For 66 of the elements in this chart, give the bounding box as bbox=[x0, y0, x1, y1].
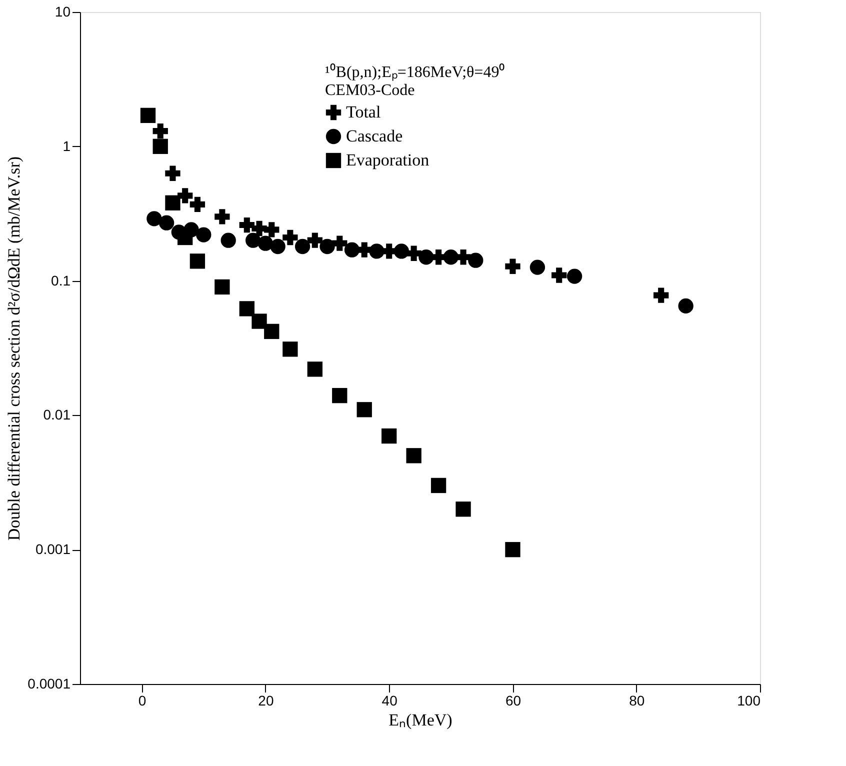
x-tick-label: 20 bbox=[258, 692, 274, 708]
x-axis-title: Eₙ(MeV) bbox=[388, 710, 452, 730]
point bbox=[190, 196, 206, 212]
point bbox=[158, 215, 174, 230]
annotation: ¹⁰B(p,n);Eₚ=186MeV;θ=49⁰ bbox=[325, 63, 506, 81]
point bbox=[264, 324, 280, 340]
point bbox=[678, 298, 694, 314]
legend-label: Cascade bbox=[346, 126, 403, 146]
point bbox=[369, 244, 384, 259]
point bbox=[443, 250, 458, 265]
y-tick-label: 0.0001 bbox=[28, 676, 71, 692]
point bbox=[320, 238, 335, 254]
point bbox=[264, 222, 280, 238]
point bbox=[258, 236, 274, 251]
y-tick-label: 0.001 bbox=[35, 541, 71, 558]
y-tick-label: 0.1 bbox=[51, 272, 71, 288]
point bbox=[282, 342, 298, 357]
point bbox=[239, 217, 254, 233]
point bbox=[307, 232, 322, 248]
point bbox=[382, 428, 397, 444]
point bbox=[252, 314, 267, 329]
point bbox=[344, 242, 360, 258]
point bbox=[196, 227, 212, 242]
point bbox=[214, 209, 230, 224]
point bbox=[178, 188, 193, 204]
point bbox=[468, 252, 484, 268]
point bbox=[307, 362, 322, 377]
point bbox=[294, 238, 310, 254]
legend-label: Evaporation bbox=[346, 150, 430, 170]
y-tick-label: 1 bbox=[62, 138, 71, 154]
point bbox=[552, 268, 567, 283]
point bbox=[152, 124, 168, 139]
annotation: CEM03-Code bbox=[325, 82, 415, 99]
point bbox=[356, 402, 372, 418]
point bbox=[214, 279, 230, 295]
point bbox=[282, 230, 298, 246]
point bbox=[505, 542, 520, 558]
point bbox=[566, 268, 582, 284]
x-tick-label: 40 bbox=[382, 692, 398, 708]
point bbox=[246, 232, 261, 248]
y-tick-label: 0.01 bbox=[43, 406, 71, 423]
point bbox=[220, 232, 236, 248]
point bbox=[406, 448, 422, 464]
point bbox=[505, 258, 520, 274]
x-tick-label: 80 bbox=[629, 692, 645, 708]
point bbox=[165, 166, 180, 181]
point bbox=[530, 260, 546, 275]
point bbox=[146, 211, 162, 226]
point bbox=[140, 108, 156, 124]
point bbox=[456, 502, 471, 517]
x-tick-label: 60 bbox=[505, 692, 522, 708]
point bbox=[332, 388, 348, 404]
y-axis-title: Double differential cross section d²σ/dΩdE (mb/MeV.sr) bbox=[4, 156, 24, 541]
point bbox=[239, 301, 254, 316]
point bbox=[430, 478, 446, 494]
x-tick-label: 0 bbox=[138, 692, 146, 708]
point bbox=[394, 244, 410, 259]
point bbox=[190, 254, 206, 269]
legend-label: Total bbox=[346, 102, 381, 122]
point bbox=[152, 138, 168, 154]
point bbox=[270, 238, 286, 254]
point bbox=[654, 288, 669, 303]
point bbox=[418, 250, 434, 265]
x-tick-label: 100 bbox=[737, 692, 761, 708]
y-tick-label: 10 bbox=[54, 4, 71, 20]
point bbox=[165, 195, 180, 210]
